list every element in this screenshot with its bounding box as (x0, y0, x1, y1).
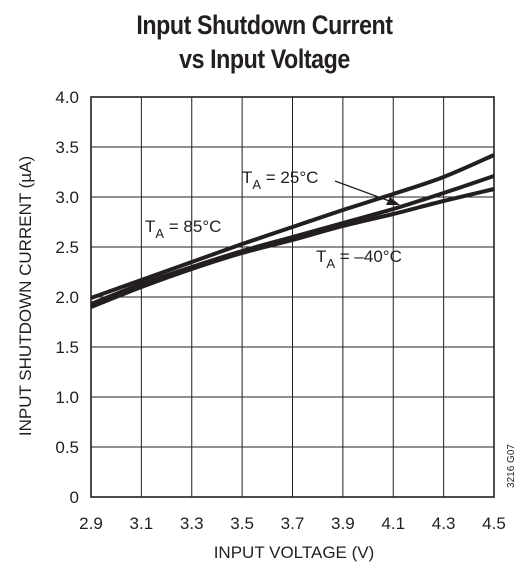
y-tick-label: 1.0 (55, 388, 79, 407)
x-tick-label: 4.1 (381, 514, 405, 533)
annotation-arrow-head (386, 197, 400, 205)
annotation-arrow-line (334, 180, 393, 203)
tick-labels: 2.9 3.1 3.3 3.5 3.7 3.9 4.1 4.3 4.5 0 0.5 1.0 1.5 2.0… (55, 88, 505, 533)
series-lines (90, 153, 495, 309)
chart-title-line-2: vs Input Voltage (179, 44, 350, 74)
x-tick-label: 3.3 (180, 514, 204, 533)
y-axis-label: INPUT SHUTDOWN CURRENT (µA) (16, 156, 35, 436)
x-tick-label: 3.9 (331, 514, 355, 533)
label-ta-25c: TA = 25°C (242, 168, 318, 192)
y-tick-label: 2.5 (55, 238, 79, 257)
label-ta-minus40c: TA = –40°C (316, 247, 402, 271)
y-tick-label: 3.0 (55, 188, 79, 207)
label-ta-85c: TA = 85°C (145, 217, 221, 241)
x-tick-label: 2.9 (79, 514, 103, 533)
grid (90, 96, 495, 498)
x-tick-label: 3.1 (130, 514, 154, 533)
x-tick-label: 4.5 (482, 514, 506, 533)
y-tick-label: 3.5 (55, 138, 79, 157)
y-tick-label: 0 (70, 488, 79, 507)
series-line-0 (90, 153, 495, 300)
x-tick-label: 3.5 (230, 514, 254, 533)
x-axis-label: INPUT VOLTAGE (V) (214, 543, 375, 562)
chart-title-line-1: Input Shutdown Current (136, 10, 393, 40)
x-tick-label: 3.7 (281, 514, 305, 533)
x-tick-label: 4.3 (432, 514, 456, 533)
series-line-1 (90, 174, 495, 306)
series-line-2 (90, 187, 495, 309)
y-tick-label: 4.0 (55, 88, 79, 107)
figure-code: 3216 G07 (506, 444, 517, 488)
y-tick-label: 1.5 (55, 338, 79, 357)
y-tick-label: 2.0 (55, 288, 79, 307)
y-tick-label: 0.5 (55, 438, 79, 457)
